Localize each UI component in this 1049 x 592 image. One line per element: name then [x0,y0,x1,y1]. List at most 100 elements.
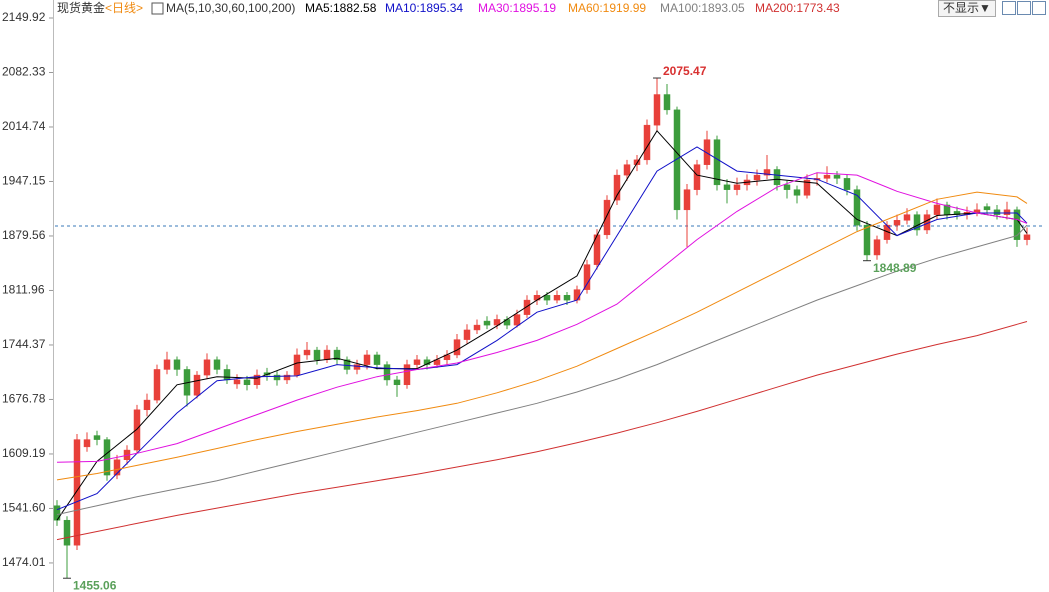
candle-body [333,349,341,361]
legend-entry: MA100:1893.05 [660,1,745,15]
candle-body [233,379,241,385]
candle-body [393,379,401,386]
candle-body [763,169,771,176]
zoom-out-icon[interactable] [1017,1,1031,15]
candle-body [463,329,471,340]
candle-body [453,339,461,356]
candle-body [223,369,231,381]
candle-body [483,320,491,326]
legend-entry: MA200:1773.43 [755,1,840,15]
legend-entry: MA30:1895.19 [478,1,556,15]
candle-body [573,289,581,301]
candle-body [583,264,591,290]
ma-line [56,321,1028,541]
ma-line [56,129,1028,521]
candle-body [713,139,721,186]
y-tick-label: 1474.01 [2,555,46,569]
candle-body [843,178,851,190]
fullscreen-icon[interactable] [1032,1,1046,15]
candle-body [753,174,761,181]
candle-body [903,214,911,221]
candle-body [853,189,861,226]
toolbar-icons [1002,1,1046,15]
candle-body [253,374,261,386]
legend-entry: MA60:1919.99 [568,1,646,15]
candle-body [733,184,741,190]
candle-body [473,324,481,331]
candle-body [553,295,561,301]
candle-body [873,239,881,256]
candle-body [513,314,521,326]
candle-body [403,364,411,386]
y-tick-label: 2082.33 [2,65,46,79]
candle-body [313,349,321,361]
candle-body [163,359,171,370]
indicator-icon[interactable] [151,2,164,15]
candle-body [973,209,981,213]
candle-body [103,439,111,476]
candle-body [63,519,71,546]
candle-body [933,204,941,215]
candle-body [913,214,921,231]
candle-body [193,374,201,396]
zoom-in-icon[interactable] [1002,1,1016,15]
candle-body [343,359,351,370]
indicator-label: MA(5,10,30,60,100,200) [166,1,295,15]
candle-body [793,189,801,196]
candle-body [173,359,181,370]
candle-body [303,349,311,356]
ma-line [56,191,1028,481]
ma-line [56,146,1028,511]
candle-body [653,94,661,126]
candle-body [623,164,631,176]
candle-body [363,354,371,365]
candle-body [993,209,1001,215]
chart-title: 现货黄金 [57,0,105,15]
y-tick-label: 1879.56 [2,228,46,242]
candle-body [53,505,61,521]
candle-body [263,372,271,376]
ma-line [56,224,1028,516]
candle-body [113,459,121,476]
extreme-label: 2075.47 [663,64,707,78]
candle-body [73,439,81,546]
hide-button-label[interactable]: 不显示▼ [943,1,991,15]
candle-body [293,354,301,376]
hide-button[interactable] [938,0,996,17]
legend-entry: MA5:1882.58 [305,1,377,15]
candle-body [383,364,391,381]
candle-body [663,94,671,111]
candle-body [863,224,871,256]
candle-body [373,354,381,365]
candle-body [83,439,91,448]
candle-body [703,139,711,165]
candle-body [773,169,781,186]
extreme-label: 1455.06 [73,578,117,592]
candle-body [1013,209,1021,240]
candle-body [723,184,731,190]
ma-line [56,172,1028,463]
candle-body [783,184,791,190]
candle-body [983,206,991,211]
candle-body [413,359,421,365]
candle-body [643,124,651,161]
candle-body [203,359,211,376]
legend-entry: MA10:1895.34 [385,1,463,15]
y-tick-label: 1609.19 [2,446,46,460]
y-tick-label: 2149.92 [2,10,46,24]
candle-body [803,179,811,196]
y-tick-label: 1947.15 [2,174,46,188]
candle-body [273,374,281,381]
candle-body [153,369,161,401]
y-tick-label: 1811.96 [2,283,45,297]
candle-body [603,199,611,236]
candle-body [1023,234,1031,240]
candle-body [673,109,681,211]
candle-body [243,379,251,386]
extreme-label: 1848.89 [873,261,917,275]
candle-body [693,164,701,190]
period-label[interactable]: <日线> [105,1,143,15]
y-tick-label: 2014.74 [2,119,46,133]
